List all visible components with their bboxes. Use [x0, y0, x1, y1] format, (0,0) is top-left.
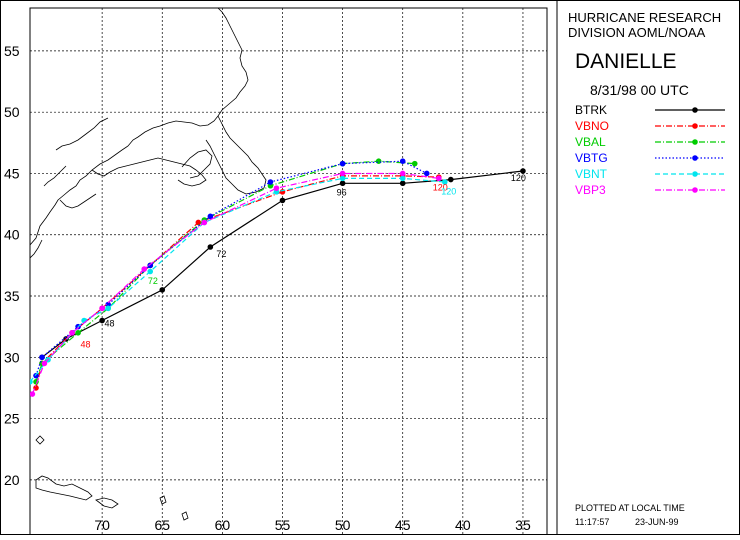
header-line1: HURRICANE RESEARCH: [568, 10, 721, 25]
track-point: [147, 268, 154, 275]
track-vbp3: [30, 170, 442, 397]
track-point: [69, 329, 75, 336]
legend-marker: [692, 187, 698, 193]
legend-item-vbnt: VBNT: [575, 167, 725, 181]
track-point: [30, 391, 36, 397]
legend-item-vbno: VBNO: [575, 119, 725, 133]
track-point: [520, 168, 526, 174]
track-point: [207, 213, 214, 220]
lat-tick-label: 45: [4, 165, 20, 181]
hour-label: 48: [105, 319, 115, 329]
track-point: [399, 158, 406, 164]
track-point: [99, 317, 105, 324]
track-point: [75, 329, 81, 336]
lon-tick-label: 40: [455, 517, 471, 533]
track-point: [201, 219, 208, 226]
lat-tick-label: 40: [4, 227, 20, 243]
legend-item-vbtg: VBTG: [575, 151, 725, 165]
track-point: [399, 170, 406, 177]
hour-label: 96: [337, 188, 347, 198]
forecast-tracks: [30, 158, 526, 397]
legend-marker: [692, 171, 698, 177]
track-point: [339, 170, 346, 177]
lat-tick-label: 20: [4, 472, 20, 488]
track-point: [207, 244, 214, 250]
hour-label: 72: [148, 276, 158, 286]
legend-item-btrk: BTRK: [575, 103, 725, 117]
lon-tick-label: 55: [275, 517, 291, 533]
track-line: [41, 170, 524, 358]
track-point: [339, 175, 346, 182]
storm-name: DANIELLE: [575, 50, 677, 73]
track-point: [375, 158, 382, 164]
hour-label: 120: [511, 173, 526, 183]
lat-tick-label: 30: [4, 349, 20, 365]
legend-label: VBP3: [575, 183, 606, 197]
legend-marker: [692, 107, 698, 113]
track-point: [435, 175, 442, 182]
plot-time: 11:17:57: [575, 517, 609, 527]
track-point: [339, 180, 346, 187]
header-line2: DIVISION AOML/NOAA: [568, 25, 706, 40]
hour-label: 48: [80, 339, 90, 349]
lat-tick-label: 55: [4, 43, 20, 59]
legend-label: VBAL: [575, 135, 606, 149]
lon-tick-label: 50: [335, 517, 351, 533]
track-point: [33, 372, 39, 379]
track-point: [423, 170, 430, 177]
track-point: [279, 197, 286, 204]
hour-label: 120: [441, 186, 456, 196]
coastline: [30, 8, 267, 521]
track-point: [159, 287, 166, 293]
track-line: [30, 177, 445, 383]
track-point: [448, 176, 454, 183]
legend-item-vbal: VBAL: [575, 135, 725, 149]
track-point: [273, 185, 280, 191]
legend-marker: [692, 123, 698, 129]
track-point: [411, 160, 418, 167]
lon-tick-label: 65: [154, 517, 170, 533]
track-point: [99, 305, 105, 312]
axis-labels: 55 50 45 40 35 30 25 20 70 65 60 55 50 45 40 35: [4, 43, 531, 533]
track-line: [35, 175, 439, 389]
track-line: [35, 160, 428, 376]
track-point: [195, 219, 202, 226]
track-point: [41, 360, 48, 367]
hour-label: 120: [433, 183, 448, 193]
track-point: [399, 175, 406, 182]
lon-tick-label: 70: [94, 517, 110, 533]
plotted-note: PLOTTED AT LOCAL TIME: [575, 503, 685, 513]
legend-label: VBTG: [575, 151, 608, 165]
lat-tick-label: 35: [4, 288, 20, 304]
legend-label: VBNO: [575, 119, 609, 133]
track-point: [30, 379, 33, 385]
track-point: [442, 179, 448, 185]
track-point: [339, 160, 346, 167]
legend-label: VBNT: [575, 167, 608, 181]
plot-date: 23-JUN-99: [635, 517, 679, 527]
lon-tick-label: 60: [215, 517, 231, 533]
forecast-datetime: 8/31/98 00 UTC: [590, 82, 689, 98]
track-point: [141, 266, 148, 272]
legend-item-vbp3: VBP3: [575, 183, 725, 197]
map-area: 55 50 45 40 35 30 25 20 70 65 60 55 50 45 40 35 48 48 72 7…: [4, 7, 548, 536]
legend-label: BTRK: [575, 103, 607, 117]
track-point: [39, 354, 45, 361]
track-point: [105, 305, 111, 312]
hour-label: 72: [216, 249, 226, 259]
lon-tick-label: 45: [395, 517, 411, 533]
track-point: [399, 180, 406, 187]
lon-tick-label: 35: [515, 517, 531, 533]
track-point: [267, 179, 274, 185]
info-panel: HURRICANE RESEARCH DIVISION AOML/NOAA DA…: [556, 0, 725, 535]
legend-marker: [692, 139, 698, 145]
lat-tick-label: 50: [4, 104, 20, 120]
legend-marker: [692, 155, 698, 161]
lat-tick-label: 25: [4, 411, 20, 427]
legend: BTRK VBNO VBAL VBTG VBNT VBP3: [575, 103, 725, 197]
